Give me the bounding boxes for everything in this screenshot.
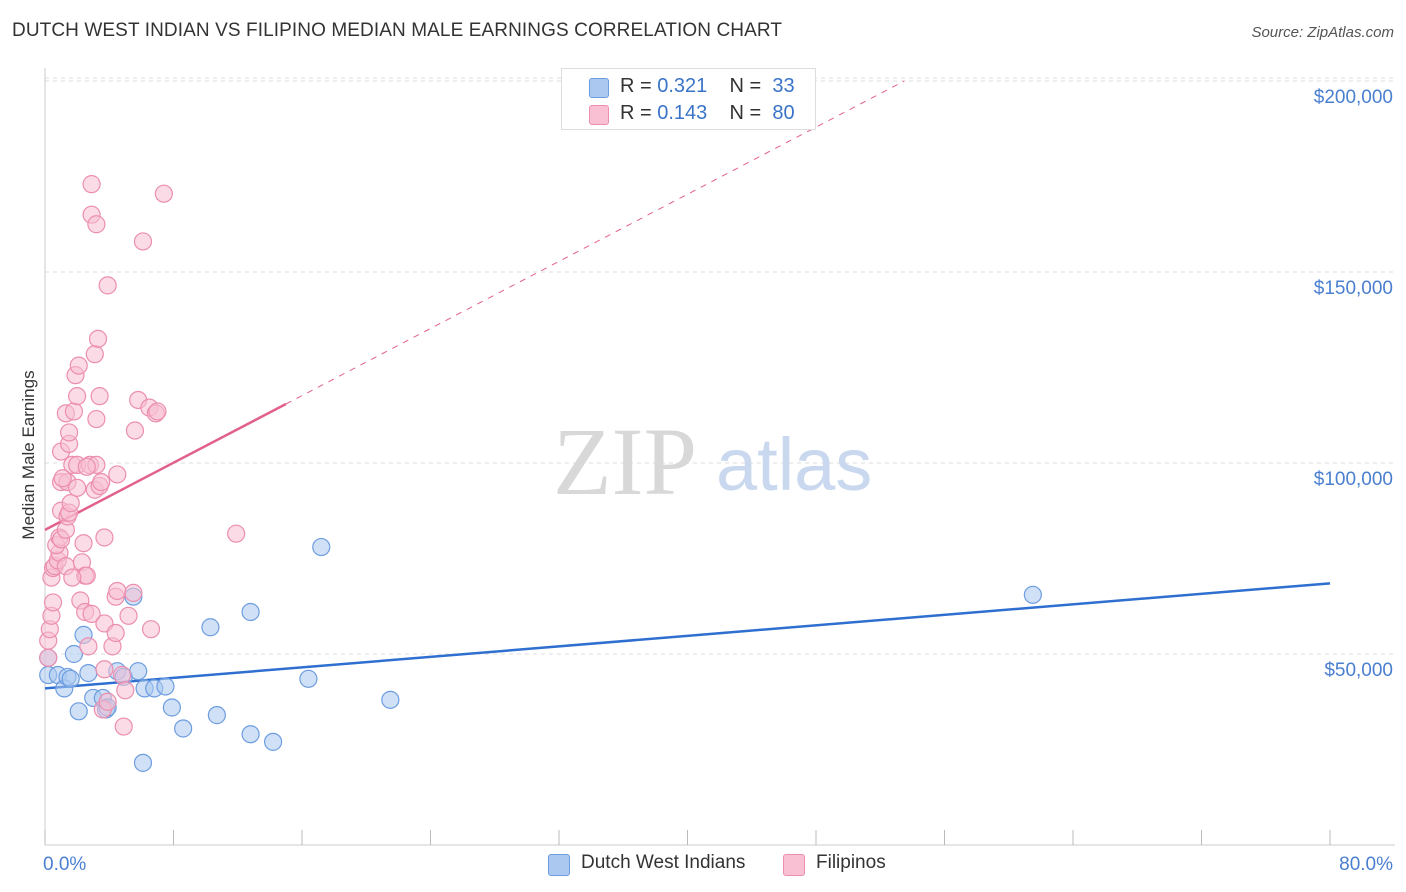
point-filipinos bbox=[63, 568, 82, 587]
bottom-legend-swatch-pink bbox=[783, 854, 805, 876]
trend-line-dutch-west-indians bbox=[44, 582, 1331, 690]
point-filipinos bbox=[95, 528, 114, 547]
x-tick-label: 0.0% bbox=[43, 854, 86, 875]
point-filipinos bbox=[53, 469, 72, 488]
legend-r-value: 0.321 bbox=[657, 75, 708, 97]
axes bbox=[44, 68, 1395, 846]
point-filipinos bbox=[227, 524, 246, 543]
point-dutch-west-indians bbox=[79, 663, 98, 683]
trend-line-filipinos bbox=[44, 402, 287, 531]
point-filipinos bbox=[74, 534, 93, 553]
chart-title: DUTCH WEST INDIAN VS FILIPINO MEDIAN MAL… bbox=[12, 20, 783, 41]
y-tick-label: $200,000 bbox=[1314, 87, 1393, 108]
point-filipinos bbox=[98, 276, 117, 295]
point-filipinos bbox=[39, 648, 58, 667]
legend-n-value: 33 bbox=[772, 75, 795, 97]
trend-line-filipinos-extension bbox=[285, 80, 905, 405]
point-dutch-west-indians bbox=[241, 602, 260, 622]
y-tick-label: $50,000 bbox=[1324, 660, 1393, 681]
y-tick-labels: $50,000 $100,000 $150,000 $200,000 bbox=[1314, 87, 1393, 681]
x-tick-label: 80.0% bbox=[1339, 854, 1393, 875]
point-filipinos bbox=[106, 623, 125, 643]
legend-text: R = 0.321 N = 33 bbox=[620, 75, 795, 98]
point-filipinos bbox=[82, 604, 101, 623]
point-filipinos bbox=[114, 717, 133, 736]
point-filipinos bbox=[43, 593, 63, 612]
point-filipinos bbox=[87, 215, 106, 234]
point-dutch-west-indians bbox=[1023, 585, 1042, 604]
point-filipinos bbox=[108, 465, 127, 484]
point-filipinos bbox=[85, 345, 104, 364]
legend-r-label: R = bbox=[620, 75, 658, 97]
data-points bbox=[39, 175, 1042, 772]
point-dutch-west-indians bbox=[241, 725, 260, 744]
point-dutch-west-indians bbox=[263, 732, 283, 751]
point-filipinos bbox=[79, 637, 98, 656]
legend-swatch-blue bbox=[589, 78, 609, 98]
point-filipinos bbox=[61, 494, 80, 513]
point-filipinos bbox=[59, 423, 79, 442]
gridlines bbox=[45, 77, 1395, 655]
legend-n-label: N = bbox=[729, 75, 767, 97]
point-dutch-west-indians bbox=[201, 618, 220, 637]
point-dutch-west-indians bbox=[69, 702, 88, 721]
point-filipinos bbox=[141, 620, 161, 639]
point-filipinos bbox=[88, 329, 108, 348]
watermark: ZIP atlas bbox=[553, 408, 872, 515]
legend-text: R = 0.143 N = 80 bbox=[620, 102, 795, 125]
point-filipinos bbox=[154, 184, 173, 203]
point-filipinos bbox=[69, 356, 88, 375]
y-axis-label: Median Male Earnings bbox=[19, 370, 38, 539]
watermark-atlas: atlas bbox=[716, 423, 872, 506]
point-filipinos bbox=[64, 402, 84, 421]
point-filipinos bbox=[77, 457, 96, 476]
point-dutch-west-indians bbox=[64, 644, 84, 664]
point-filipinos bbox=[125, 421, 145, 440]
point-dutch-west-indians bbox=[299, 669, 318, 688]
point-filipinos bbox=[68, 478, 87, 497]
point-filipinos bbox=[133, 232, 153, 251]
legend-r-label: R = bbox=[620, 102, 658, 124]
point-dutch-west-indians bbox=[207, 706, 226, 725]
point-filipinos bbox=[90, 387, 109, 406]
point-dutch-west-indians bbox=[174, 719, 193, 738]
point-filipinos bbox=[82, 175, 101, 194]
legend-swatch-pink bbox=[589, 105, 609, 125]
source-label: Source: ZipAtlas.com bbox=[1251, 24, 1394, 41]
point-dutch-west-indians bbox=[312, 537, 331, 557]
bottom-legend-label: Filipinos bbox=[816, 852, 886, 873]
point-dutch-west-indians bbox=[156, 677, 175, 696]
y-tick-label: $100,000 bbox=[1314, 469, 1393, 490]
point-filipinos bbox=[119, 606, 138, 625]
point-dutch-west-indians bbox=[61, 669, 80, 688]
point-dutch-west-indians bbox=[381, 690, 400, 709]
point-filipinos bbox=[124, 583, 143, 602]
point-filipinos bbox=[116, 681, 135, 700]
trend-lines bbox=[44, 80, 1331, 690]
bottom-legend-swatch-blue bbox=[548, 854, 570, 876]
point-filipinos bbox=[68, 387, 87, 406]
correlation-legend: R = 0.321 N = 33 R = 0.143 N = 80 bbox=[561, 68, 816, 130]
point-filipinos bbox=[98, 692, 117, 711]
legend-r-value: 0.143 bbox=[657, 102, 708, 124]
point-dutch-west-indians bbox=[129, 662, 148, 681]
point-filipinos bbox=[112, 665, 132, 685]
bottom-legend-label: Dutch West Indians bbox=[581, 852, 746, 873]
legend-n-value: 80 bbox=[772, 102, 795, 124]
point-filipinos bbox=[95, 660, 114, 679]
point-filipinos bbox=[148, 402, 167, 421]
point-dutch-west-indians bbox=[162, 698, 181, 717]
point-filipinos bbox=[92, 473, 111, 492]
x-tick-labels: 0.0% 80.0% bbox=[43, 854, 1393, 875]
y-tick-label: $150,000 bbox=[1314, 278, 1393, 299]
watermark-zip: ZIP bbox=[553, 408, 697, 515]
point-filipinos bbox=[108, 581, 127, 601]
legend-n-label: N = bbox=[729, 102, 767, 124]
point-filipinos bbox=[87, 409, 106, 429]
point-dutch-west-indians bbox=[133, 753, 153, 772]
